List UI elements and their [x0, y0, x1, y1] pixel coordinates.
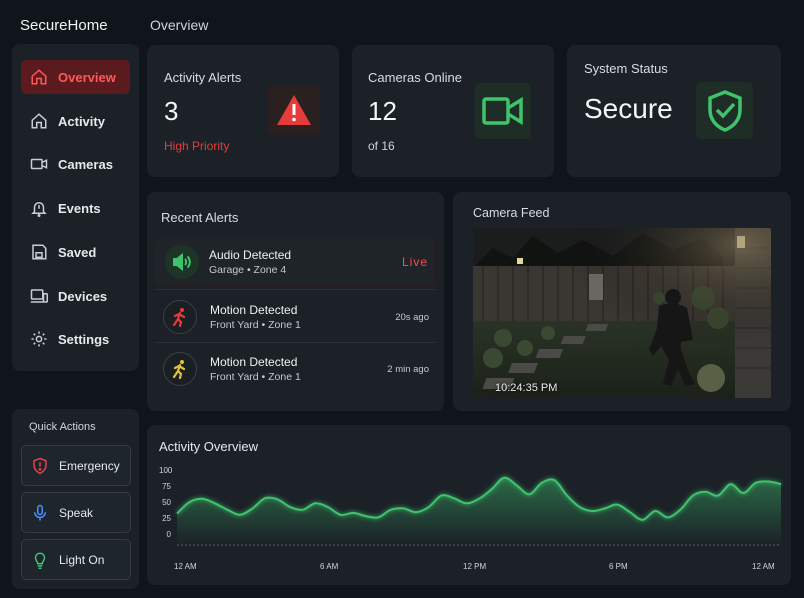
camera-feed-image: [473, 228, 771, 398]
gear-icon: [31, 331, 47, 347]
x-tick-label: 12 AM: [752, 562, 775, 571]
speaker-icon: [173, 253, 191, 271]
sidebar-item-events[interactable]: Events: [21, 191, 130, 225]
sidebar-item-saved[interactable]: Saved: [21, 235, 130, 269]
system-status-value: Secure: [584, 93, 673, 124]
sidebar: Overview Activity Cameras Events Saved D…: [12, 44, 139, 371]
sidebar-item-label: Saved: [58, 244, 97, 260]
camera-icon: [30, 158, 48, 170]
shield-check-icon: [707, 89, 742, 132]
divider: [155, 342, 436, 343]
activity-overview-panel: Activity Overview 100 75 50 25 0 12 AM 6…: [147, 425, 791, 585]
x-tick-label: 12 AM: [174, 562, 197, 571]
alert-row[interactable]: Motion Detected Front Yard • Zone 1 20s …: [155, 292, 435, 342]
speaker-icon-circle: [165, 245, 199, 279]
sidebar-item-overview[interactable]: Overview: [21, 60, 130, 94]
sidebar-item-label: Activity: [58, 113, 105, 129]
camera-feed-timestamp: 10:24:35 PM: [495, 382, 558, 394]
alert-time: 2 min ago: [387, 364, 429, 375]
alert-location: Front Yard • Zone 1: [210, 319, 301, 331]
activity-alerts-card[interactable]: Activity Alerts 3 High Priority: [147, 45, 339, 177]
sidebar-item-settings[interactable]: Settings: [21, 322, 130, 356]
warning-icon-box: [268, 85, 320, 135]
x-tick-label: 6 AM: [320, 562, 339, 571]
camera-feed-title: Camera Feed: [473, 206, 550, 220]
divider: [155, 289, 436, 290]
sidebar-item-label: Events: [58, 200, 101, 216]
cameras-online-value: 12: [368, 96, 397, 126]
running-person-icon-circle: [163, 352, 197, 386]
sidebar-item-label: Cameras: [58, 156, 113, 172]
camera-feed-video[interactable]: 10:24:35 PM: [473, 228, 771, 398]
video-camera-icon: [482, 96, 523, 126]
sidebar-item-label: Devices: [58, 288, 108, 304]
activity-line: [176, 476, 782, 521]
activity-area: [177, 477, 781, 545]
alert-row[interactable]: Audio Detected Garage • Zone 4 Live: [155, 237, 435, 287]
alert-title: Audio Detected: [209, 248, 292, 262]
speak-label: Speak: [59, 505, 94, 520]
alert-location: Garage • Zone 4: [209, 264, 287, 276]
activity-alerts-label: Activity Alerts: [164, 70, 242, 85]
chart-title: Activity Overview: [159, 439, 258, 454]
cameras-online-label: Cameras Online: [368, 70, 462, 85]
save-icon: [32, 244, 47, 260]
y-tick-label: 0: [166, 530, 171, 539]
page-title: Overview: [150, 17, 209, 33]
activity-alerts-value: 3: [164, 96, 179, 126]
bell-alert-icon: [31, 202, 47, 217]
shield-check-icon-box: [696, 82, 753, 139]
light-on-button[interactable]: Light On: [21, 539, 131, 580]
live-badge: Live: [401, 255, 428, 269]
microphone-icon: [34, 504, 46, 520]
devices-icon: [30, 289, 48, 303]
y-tick-label: 75: [162, 482, 171, 491]
activity-chart: [176, 476, 782, 546]
video-camera-icon-box: [475, 83, 531, 139]
alert-title: Motion Detected: [210, 303, 298, 317]
x-tick-label: 6 PM: [609, 562, 628, 571]
light-on-label: Light On: [59, 552, 105, 567]
emergency-label: Emergency: [59, 458, 120, 473]
y-tick-label: 100: [159, 466, 173, 475]
shield-alert-icon: [33, 457, 47, 474]
alert-time: 20s ago: [395, 312, 429, 323]
running-person-icon-circle: [163, 300, 197, 334]
system-status-card[interactable]: System Status Secure: [567, 45, 781, 177]
cameras-online-card[interactable]: Cameras Online 12 of 16: [352, 45, 554, 177]
high-priority-label: High Priority: [164, 139, 230, 153]
sidebar-item-cameras[interactable]: Cameras: [21, 147, 130, 181]
sidebar-item-activity[interactable]: Activity: [21, 104, 130, 138]
home-icon: [31, 69, 47, 85]
x-tick-label: 12 PM: [463, 562, 487, 571]
running-person-icon: [172, 308, 186, 327]
warning-icon: [277, 95, 311, 125]
quick-actions-title: Quick Actions: [29, 421, 96, 433]
cameras-total-label: of 16: [368, 139, 395, 153]
speak-button[interactable]: Speak: [21, 492, 131, 533]
quick-actions-panel: Quick Actions Emergency Speak Light On: [12, 409, 139, 589]
sidebar-item-label: Overview: [58, 69, 116, 85]
y-tick-label: 25: [162, 514, 171, 523]
camera-feed-panel: Camera Feed: [453, 192, 791, 411]
alert-title: Motion Detected: [210, 355, 298, 369]
lightbulb-icon: [34, 552, 46, 569]
sidebar-item-devices[interactable]: Devices: [21, 279, 130, 313]
sidebar-item-label: Settings: [58, 331, 110, 347]
app-title: SecureHome: [20, 17, 108, 34]
emergency-button[interactable]: Emergency: [21, 445, 131, 486]
alert-location: Front Yard • Zone 1: [210, 371, 301, 383]
y-tick-label: 50: [162, 498, 171, 507]
recent-alerts-title: Recent Alerts: [161, 210, 239, 225]
running-person-icon: [172, 360, 186, 379]
alert-row[interactable]: Motion Detected Front Yard • Zone 1 2 mi…: [155, 344, 435, 394]
house-outline-icon: [31, 113, 47, 129]
system-status-label: System Status: [584, 61, 668, 76]
recent-alerts-panel: Recent Alerts Audio Detected Garage • Zo…: [147, 192, 444, 411]
